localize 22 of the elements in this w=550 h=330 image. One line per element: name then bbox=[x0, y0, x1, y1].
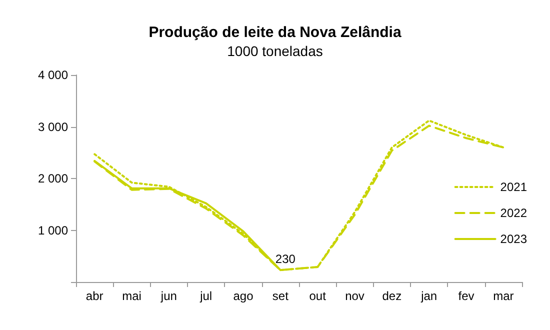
x-tick-label: out bbox=[309, 289, 327, 303]
y-tick-label: 1 000 bbox=[38, 223, 68, 238]
x-tick-label: dez bbox=[382, 289, 402, 303]
y-tick-label: 4 000 bbox=[38, 68, 68, 82]
legend-label: 2021 bbox=[500, 180, 528, 194]
x-tick-label: mar bbox=[493, 289, 514, 303]
y-tick-label: 2 000 bbox=[38, 172, 68, 186]
x-tick-label: abr bbox=[86, 289, 104, 303]
x-tick-label: mai bbox=[122, 289, 142, 303]
x-tick-label: jul bbox=[199, 289, 212, 303]
y-tick-label: 3 000 bbox=[38, 120, 68, 134]
x-tick-label: set bbox=[272, 289, 290, 303]
x-tick-label: ago bbox=[233, 289, 254, 303]
x-tick-label: fev bbox=[458, 289, 474, 303]
chart-title: Produção de leite da Nova Zelândia bbox=[148, 24, 402, 41]
legend-label: 2022 bbox=[500, 206, 528, 220]
data-label: 230 bbox=[275, 252, 296, 266]
x-tick-label: nov bbox=[345, 289, 364, 303]
legend-label: 2023 bbox=[500, 232, 528, 246]
x-tick-label: jun bbox=[160, 289, 177, 303]
chart-subtitle: 1000 toneladas bbox=[227, 43, 323, 59]
x-tick-label: jan bbox=[420, 289, 438, 303]
